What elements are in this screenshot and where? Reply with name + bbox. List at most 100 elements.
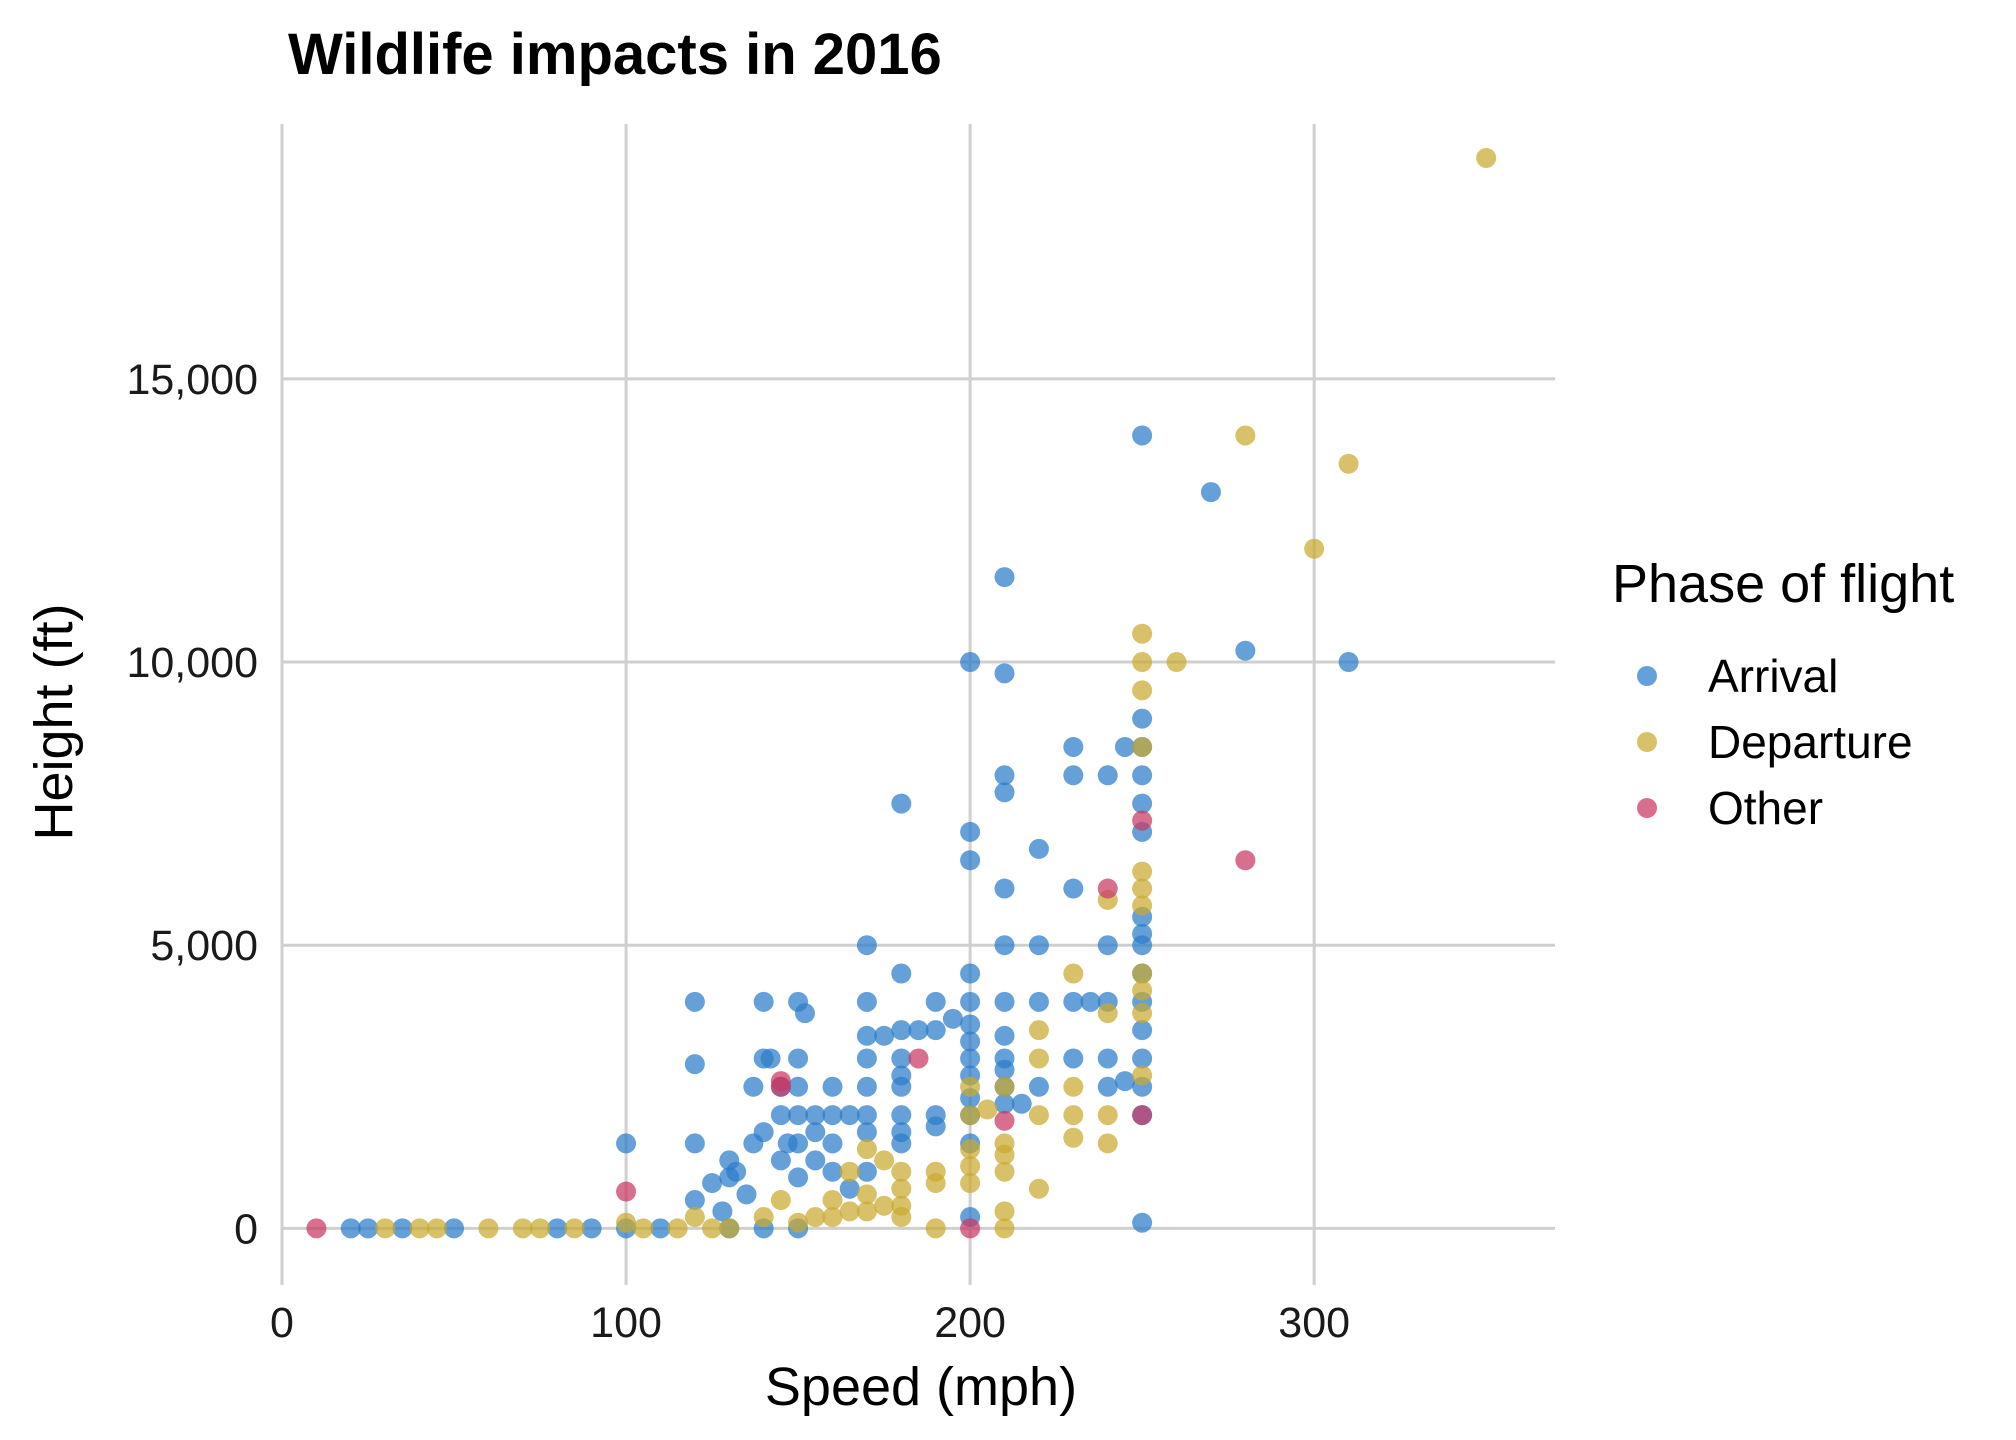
gridlines <box>280 124 1555 1285</box>
data-point <box>960 850 981 871</box>
data-point <box>960 1076 981 1097</box>
data-point <box>874 1195 895 1216</box>
data-point <box>874 1025 895 1046</box>
data-point <box>891 793 912 814</box>
data-point <box>960 1048 981 1069</box>
data-point <box>856 1048 877 1069</box>
data-point <box>1476 147 1497 168</box>
data-point <box>994 663 1015 684</box>
data-point <box>1132 680 1153 701</box>
data-point <box>1132 652 1153 673</box>
data-point <box>616 1181 637 1202</box>
data-point <box>1132 1065 1153 1086</box>
data-point <box>805 1207 826 1228</box>
data-point <box>891 1105 912 1126</box>
data-point <box>719 1218 740 1239</box>
data-points <box>306 147 1497 1239</box>
data-point <box>994 1144 1015 1165</box>
data-point <box>760 1048 781 1069</box>
data-point <box>960 1139 981 1160</box>
data-point <box>1097 1003 1118 1024</box>
data-point <box>1028 1178 1049 1199</box>
data-point <box>805 1122 826 1143</box>
data-point <box>839 1178 860 1199</box>
data-point <box>712 1201 733 1222</box>
legend: Phase of flight Arrival Departure Other <box>1612 554 1954 834</box>
data-point <box>1080 991 1101 1012</box>
x-axis-label: Speed (mph) <box>765 1357 1077 1417</box>
data-point <box>1028 991 1049 1012</box>
legend-swatch <box>1637 732 1657 752</box>
data-point <box>684 991 705 1012</box>
data-point <box>1063 736 1084 757</box>
data-point <box>753 991 774 1012</box>
data-point <box>1028 1105 1049 1126</box>
data-point <box>960 1156 981 1177</box>
data-point <box>960 963 981 984</box>
data-point <box>1028 838 1049 859</box>
y-tick-label: 0 <box>234 1205 258 1253</box>
data-point <box>770 1190 791 1211</box>
data-point <box>1097 878 1118 899</box>
data-point <box>1132 935 1153 956</box>
data-point <box>667 1218 688 1239</box>
data-point <box>960 1218 981 1239</box>
data-point <box>822 1076 843 1097</box>
data-point <box>633 1218 654 1239</box>
data-point <box>1132 708 1153 729</box>
data-point <box>788 1105 809 1126</box>
data-point <box>581 1218 602 1239</box>
data-point <box>1063 1076 1084 1097</box>
data-point <box>856 1076 877 1097</box>
data-point <box>977 1099 998 1120</box>
data-point <box>1132 895 1153 916</box>
series-departure <box>375 147 1497 1239</box>
data-point <box>1063 963 1084 984</box>
data-point <box>684 1207 705 1228</box>
data-point <box>426 1218 447 1239</box>
data-point <box>616 1133 637 1154</box>
data-point <box>1200 482 1221 503</box>
data-point <box>925 991 946 1012</box>
data-point <box>1132 1048 1153 1069</box>
legend-label: Other <box>1708 782 1823 834</box>
data-point <box>1132 1105 1153 1126</box>
data-point <box>839 1161 860 1182</box>
data-point <box>1063 991 1084 1012</box>
data-point <box>925 1116 946 1137</box>
data-point <box>960 1014 981 1035</box>
data-point <box>822 1133 843 1154</box>
data-point <box>375 1218 396 1239</box>
data-point <box>340 1218 361 1239</box>
data-point <box>684 1133 705 1154</box>
y-tick-label: 5,000 <box>150 922 258 970</box>
data-point <box>925 1218 946 1239</box>
data-point <box>891 1048 912 1069</box>
x-tick-label: 300 <box>1278 1299 1350 1347</box>
data-point <box>650 1218 671 1239</box>
data-point <box>908 1020 929 1041</box>
legend-item-arrival: Arrival <box>1637 650 1838 702</box>
data-point <box>512 1218 533 1239</box>
data-point <box>684 1054 705 1075</box>
legend-swatch <box>1637 798 1657 818</box>
data-point <box>856 935 877 956</box>
data-point <box>856 1025 877 1046</box>
data-point <box>891 1207 912 1228</box>
data-point <box>702 1218 723 1239</box>
data-point <box>770 1071 791 1092</box>
data-point <box>1114 1071 1135 1092</box>
data-point <box>788 1212 809 1233</box>
data-point <box>1132 623 1153 644</box>
data-point <box>1132 1212 1153 1233</box>
data-point <box>822 1161 843 1182</box>
data-point <box>1132 878 1153 899</box>
data-point <box>1063 878 1084 899</box>
data-point <box>856 1184 877 1205</box>
data-point <box>770 1105 791 1126</box>
x-tick-label: 200 <box>934 1299 1006 1347</box>
data-point <box>891 1076 912 1097</box>
data-point <box>856 1122 877 1143</box>
